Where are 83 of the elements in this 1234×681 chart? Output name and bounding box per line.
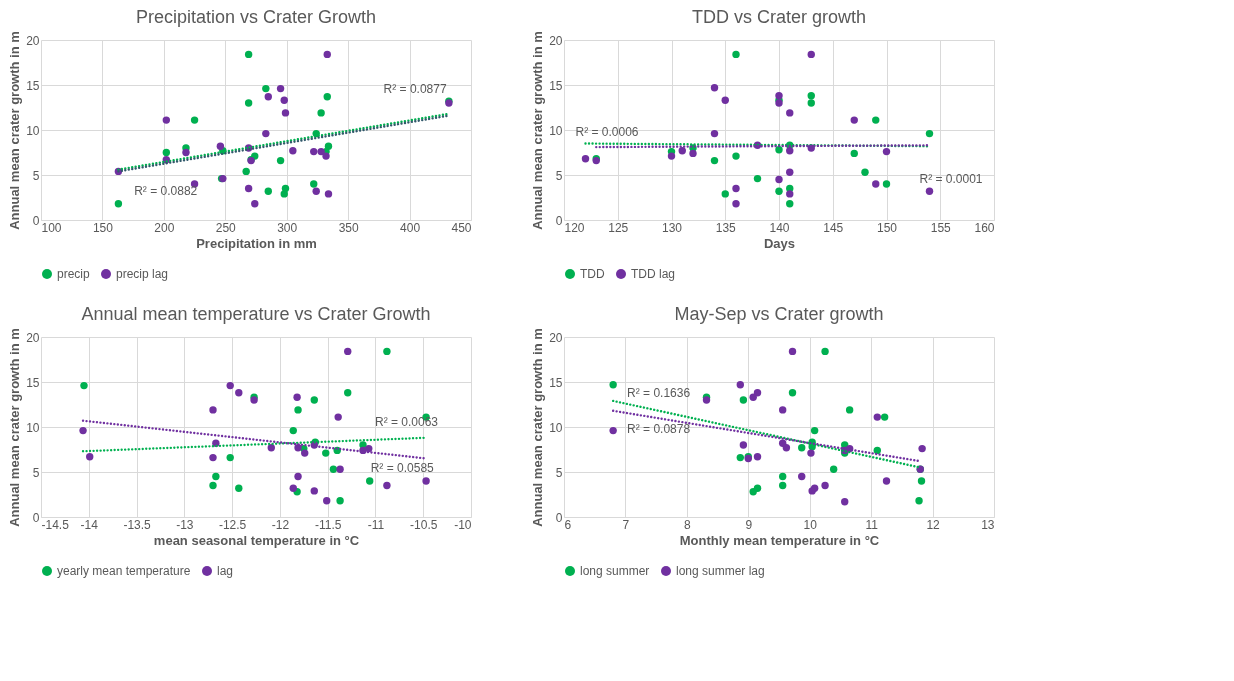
legend-label: TDD lag: [631, 267, 676, 281]
x-tick-label: 200: [154, 220, 175, 235]
x-axis-title: mean seasonal temperature in °C: [153, 532, 360, 548]
y-axis-title: Annual mean crater growth in m: [530, 328, 546, 527]
y-tick-label: 15: [549, 375, 563, 390]
annotation: R² = 0.0878: [627, 421, 691, 436]
x-tick-label: 12: [926, 517, 941, 532]
y-tick-label: 15: [26, 78, 40, 93]
annotation: R² = 0.1636: [627, 385, 691, 400]
annotation: R² = 0.0877: [383, 81, 447, 96]
annotation: R² = 0.0006: [575, 124, 639, 139]
x-tick-label: -10: [454, 517, 472, 532]
annotation: R² = 0.0001: [919, 171, 983, 186]
y-tick-label: 15: [26, 375, 40, 390]
x-tick-label: 135: [715, 220, 737, 235]
annotation: R² = 0.0063: [374, 414, 439, 429]
y-tick-label: 0: [32, 510, 40, 525]
x-tick-label: -12.5: [218, 517, 247, 532]
x-axis-title: Monthly mean temperature in °C: [679, 532, 880, 548]
y-tick-label: 10: [26, 123, 40, 138]
annotation: R² = 0.0882: [134, 184, 198, 199]
y-axis-title: Annual mean crater growth in m: [7, 328, 23, 527]
y-axis-title: Annual mean crater growth in m: [530, 31, 546, 230]
x-axis-title: Precipitation in mm: [196, 235, 317, 251]
y-tick-label: 15: [549, 78, 563, 93]
chart-title: Precipitation vs Crater Growth: [135, 6, 377, 27]
x-tick-label: 140: [769, 220, 790, 235]
x-tick-label: 7: [622, 517, 630, 532]
y-tick-label: 5: [555, 168, 563, 183]
x-tick-label: 450: [451, 220, 472, 235]
y-tick-label: 20: [549, 330, 563, 345]
x-tick-label: 125: [608, 220, 629, 235]
y-tick-label: 20: [26, 33, 40, 48]
x-tick-label: -14: [80, 517, 99, 532]
x-tick-label: 350: [338, 220, 359, 235]
legend-label: precip lag: [116, 267, 169, 281]
x-tick-label: -13: [176, 517, 194, 532]
x-tick-label: -13.5: [123, 517, 152, 532]
y-tick-label: 10: [549, 420, 563, 435]
legend-label: precip: [57, 267, 91, 281]
y-tick-label: 20: [549, 33, 563, 48]
x-tick-label: 145: [823, 220, 844, 235]
y-tick-label: 0: [555, 510, 563, 525]
x-tick-label: 300: [277, 220, 298, 235]
y-axis-title: Annual mean crater growth in m: [7, 31, 23, 230]
x-tick-label: 13: [981, 517, 995, 532]
y-tick-label: 5: [32, 465, 40, 480]
legend-label: long summer: [580, 564, 650, 578]
legend-label: yearly mean temperature: [57, 564, 191, 578]
x-tick-label: -11.5: [314, 517, 342, 532]
x-tick-label: 9: [745, 517, 753, 532]
legend-label: long summer lag: [676, 564, 765, 578]
x-tick-label: 11: [865, 517, 879, 532]
x-tick-label: 150: [92, 220, 114, 235]
x-tick-label: 10: [803, 517, 818, 532]
x-tick-label: -10.5: [410, 517, 438, 532]
y-tick-label: 0: [32, 213, 40, 228]
x-tick-label: 6: [564, 517, 572, 532]
y-tick-label: 20: [26, 330, 40, 345]
x-tick-label: 155: [930, 220, 952, 235]
chart-title: May-Sep vs Crater growth: [674, 303, 884, 324]
x-tick-label: 150: [876, 220, 898, 235]
y-tick-label: 10: [549, 123, 563, 138]
x-tick-label: 120: [564, 220, 585, 235]
x-tick-label: 400: [400, 220, 421, 235]
y-tick-label: 10: [26, 420, 40, 435]
legend-label: TDD: [580, 267, 605, 281]
chart-title: Annual mean temperature vs Crater Growth: [81, 303, 431, 324]
x-tick-label: 160: [974, 220, 995, 235]
x-tick-label: 130: [661, 220, 683, 235]
chart-title: TDD vs Crater growth: [691, 6, 867, 27]
annotation: R² = 0.0585: [370, 461, 435, 476]
x-tick-label: 8: [684, 517, 692, 532]
x-axis-title: Days: [763, 235, 796, 251]
x-tick-label: -12: [271, 517, 290, 532]
x-tick-label: 100: [41, 220, 62, 235]
x-tick-label: -14.5: [41, 517, 70, 532]
y-tick-label: 5: [32, 168, 40, 183]
x-tick-label: 250: [215, 220, 237, 235]
legend-label: lag: [217, 564, 234, 578]
y-tick-label: 5: [555, 465, 563, 480]
y-tick-label: 0: [555, 213, 563, 228]
x-tick-label: -11: [367, 517, 385, 532]
